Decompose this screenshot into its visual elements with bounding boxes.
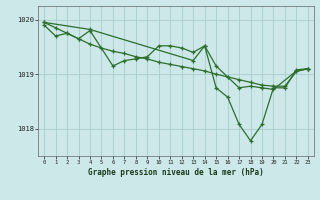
X-axis label: Graphe pression niveau de la mer (hPa): Graphe pression niveau de la mer (hPa)	[88, 168, 264, 177]
